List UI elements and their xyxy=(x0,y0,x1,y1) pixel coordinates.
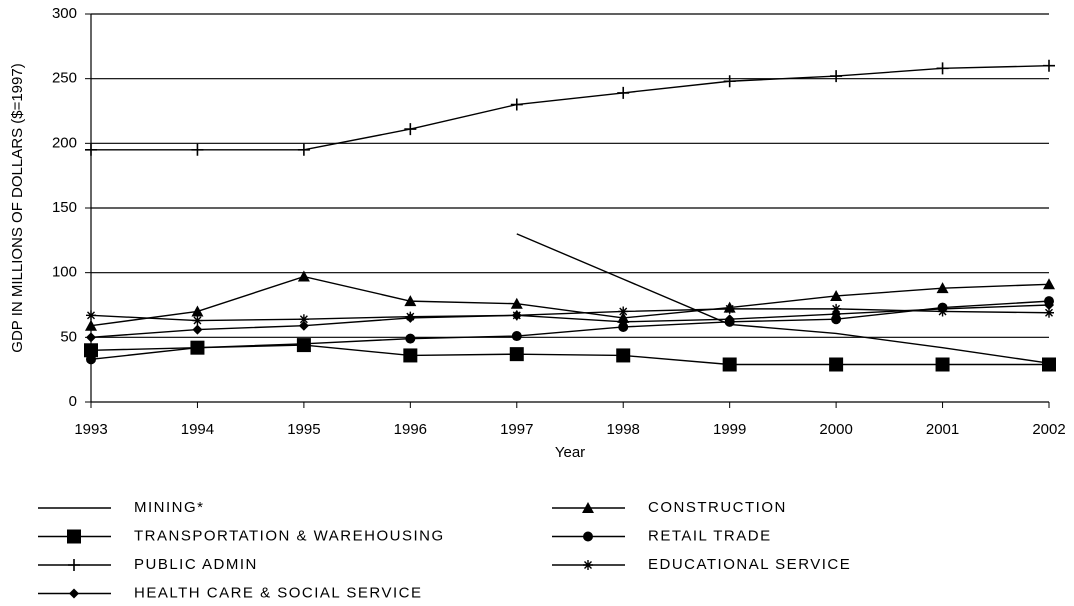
series-line xyxy=(90,308,1050,322)
legend-label: CONSTRUCTION xyxy=(648,499,787,516)
marker-plus xyxy=(297,143,310,156)
marker-plus xyxy=(404,123,417,136)
marker-circle xyxy=(511,331,522,342)
legend-label: RETAIL TRADE xyxy=(648,527,772,544)
marker-circle xyxy=(831,314,842,325)
y-tick-label: 200 xyxy=(52,134,77,151)
series-line xyxy=(90,275,1050,327)
marker-plus xyxy=(723,75,736,88)
marker-star xyxy=(192,315,203,326)
series-line xyxy=(91,65,1050,151)
x-tick-label: 1998 xyxy=(607,421,640,438)
series-line xyxy=(90,344,1049,366)
y-tick-label: 50 xyxy=(60,328,77,345)
marker-square xyxy=(722,357,737,372)
x-tick-label: 2002 xyxy=(1032,421,1065,438)
x-tick-label: 1996 xyxy=(394,421,427,438)
marker-triangle xyxy=(830,289,843,301)
y-tick-label: 250 xyxy=(52,70,77,87)
marker-star xyxy=(1044,307,1054,318)
marker-plus xyxy=(68,559,80,571)
marker-diamond xyxy=(1044,300,1054,310)
marker-square xyxy=(67,529,81,544)
marker-triangle xyxy=(582,502,594,513)
x-tick-label: 2001 xyxy=(926,421,959,438)
series-line xyxy=(516,233,1050,364)
marker-square xyxy=(84,343,98,358)
marker-star xyxy=(831,303,842,314)
marker-circle xyxy=(583,531,593,542)
legend-label: MINING* xyxy=(134,499,205,516)
legend-label: HEALTH CARE & SOCIAL SERVICE xyxy=(134,584,422,601)
legend-label: EDUCATIONAL SERVICE xyxy=(648,556,851,573)
marker-star xyxy=(86,310,96,321)
marker-triangle xyxy=(191,305,204,317)
marker-triangle xyxy=(85,319,97,331)
series-line xyxy=(90,304,1050,339)
legend-label: PUBLIC ADMIN xyxy=(134,556,258,573)
marker-plus xyxy=(191,143,204,156)
marker-square xyxy=(403,348,418,363)
x-tick-label: 1997 xyxy=(500,421,533,438)
marker-diamond xyxy=(298,320,309,331)
marker-triangle xyxy=(297,270,310,282)
marker-plus xyxy=(1043,59,1055,72)
marker-triangle xyxy=(510,297,523,309)
x-tick-label: 1999 xyxy=(713,421,746,438)
marker-diamond xyxy=(937,303,948,314)
marker-diamond xyxy=(831,309,842,320)
marker-star xyxy=(618,306,629,317)
marker-square xyxy=(509,347,524,362)
x-tick-label: 1993 xyxy=(74,421,107,438)
marker-diamond xyxy=(192,324,203,335)
marker-star xyxy=(298,314,309,325)
marker-square xyxy=(935,357,950,372)
marker-diamond xyxy=(86,332,96,343)
legend-label: TRANSPORTATION & WAREHOUSING xyxy=(134,527,445,544)
marker-circle xyxy=(618,321,629,332)
marker-star xyxy=(724,303,735,314)
marker-triangle xyxy=(1043,278,1055,290)
marker-plus xyxy=(85,143,97,156)
marker-star xyxy=(583,560,593,570)
x-axis-label: Year xyxy=(555,444,585,461)
marker-diamond xyxy=(69,588,79,599)
marker-square xyxy=(1042,357,1056,372)
marker-diamond xyxy=(511,310,522,321)
x-tick-label: 1994 xyxy=(181,421,214,438)
marker-square xyxy=(829,357,844,372)
marker-diamond xyxy=(618,316,629,327)
y-tick-label: 0 xyxy=(69,393,77,410)
y-tick-label: 300 xyxy=(52,5,77,22)
marker-plus xyxy=(936,62,949,75)
y-tick-label: 100 xyxy=(52,264,77,281)
marker-plus xyxy=(617,86,630,99)
marker-circle xyxy=(298,338,309,349)
marker-diamond xyxy=(405,312,416,323)
x-tick-label: 1995 xyxy=(287,421,320,438)
marker-plus xyxy=(510,98,523,111)
series-line xyxy=(90,300,1050,361)
marker-triangle xyxy=(404,295,417,307)
marker-plus xyxy=(830,70,843,83)
y-tick-label: 150 xyxy=(52,199,77,216)
y-axis-label: GDP IN MILLIONS OF DOLLARS ($=1997) xyxy=(9,63,26,352)
marker-circle xyxy=(192,342,203,353)
marker-circle xyxy=(86,354,96,365)
marker-diamond xyxy=(724,314,735,325)
marker-circle xyxy=(405,333,416,344)
marker-square xyxy=(616,348,631,363)
marker-triangle xyxy=(936,282,949,294)
x-tick-label: 2000 xyxy=(819,421,852,438)
